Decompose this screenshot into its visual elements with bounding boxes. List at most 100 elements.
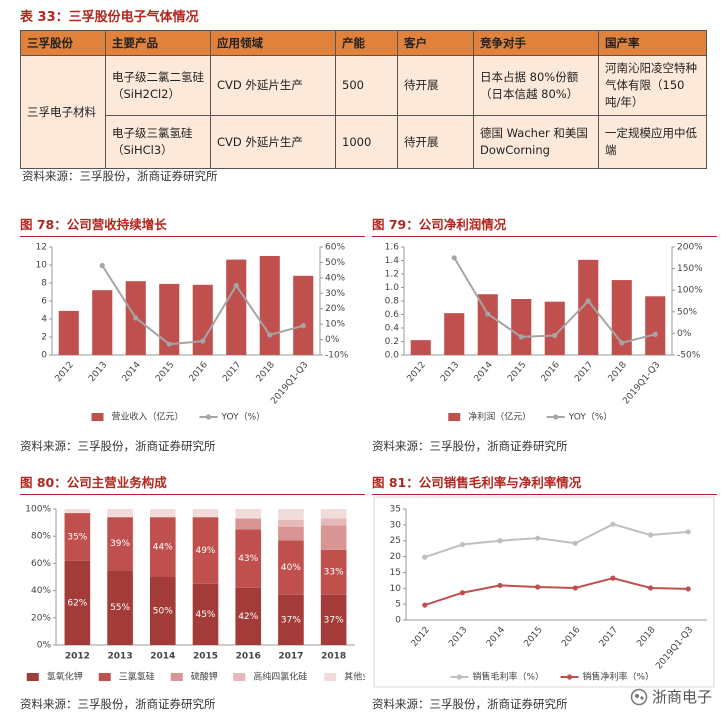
y-tick-label: 0% xyxy=(37,641,52,651)
chart-block: 图 81：公司销售毛利率与净利率情况 0 5 10 15 20 25 30 35 2012 201… xyxy=(372,472,717,712)
y-tick-label: 1.6 xyxy=(385,243,400,253)
legend-swatch xyxy=(170,673,183,681)
x-tick-label: 2016 xyxy=(188,360,211,384)
x-tick-label: 2017 xyxy=(221,360,243,384)
bar-segment xyxy=(320,549,347,595)
y2-tick-label: 50% xyxy=(325,258,345,268)
legend-label: 销售净利率（%） xyxy=(583,671,655,683)
y-tick-label: 20 xyxy=(390,552,402,562)
bar-segment xyxy=(192,583,219,645)
x-tick-label: 2015 xyxy=(193,652,218,662)
bar-segment xyxy=(64,509,91,514)
line-marker xyxy=(497,582,503,589)
bar xyxy=(259,256,280,355)
data-label: 55% xyxy=(110,603,130,613)
data-label: 33% xyxy=(324,568,344,578)
legend-label: YOY（%） xyxy=(568,412,613,423)
chart-block: 图 79：公司净利润情况 0.0 0.2 0.4 0.6 0.8 1.0 1.2 1.4 1.6… xyxy=(372,214,717,454)
y-tick-label: 25 xyxy=(390,536,401,546)
y-tick-label: 12 xyxy=(36,243,47,253)
y2-tick-label: 60% xyxy=(325,243,345,253)
bar-segment xyxy=(320,518,347,526)
header-cell: 三孚股份 xyxy=(20,30,106,56)
chart: 0 2 4 6 8 10 12 -10% 0% 10% 20% 30% 40% 50% 60% 2012 201… xyxy=(36,243,349,423)
bar-segment xyxy=(149,577,176,645)
line-marker xyxy=(485,311,491,317)
cell: 电子级三氯氢硅（SiHCl3） xyxy=(105,115,211,169)
bar-segment xyxy=(235,529,262,588)
line-marker xyxy=(233,282,239,289)
y-tick-label: 100% xyxy=(25,505,51,515)
watermark-text: 浙商电子 xyxy=(651,688,712,706)
bar-segment xyxy=(64,513,91,561)
bar-segment xyxy=(278,526,304,541)
line-marker xyxy=(99,262,105,269)
legend-swatch xyxy=(448,413,461,421)
y-tick-label: 1.4 xyxy=(385,256,400,266)
data-label: 35% xyxy=(67,532,87,542)
header-row: 三孚股份 主要产品 应用领域 产能 客户 竞争对手 国产率 xyxy=(20,30,707,56)
y-tick-label: 10 xyxy=(390,584,402,594)
line-marker xyxy=(552,332,558,339)
data-label: 42% xyxy=(238,612,258,622)
legend-label: YOY（%） xyxy=(221,412,266,423)
legend-swatch xyxy=(98,673,111,681)
x-tick-label: 2017 xyxy=(278,652,303,662)
header-cell: 应用领域 xyxy=(210,30,336,56)
legend-swatch-marker xyxy=(553,414,559,420)
bar-segment xyxy=(278,509,304,520)
header-cell: 国产率 xyxy=(598,30,707,56)
x-tick-label: 2016 xyxy=(560,625,583,649)
x-tick-label: 2012 xyxy=(410,625,432,649)
legend-label: 高纯四氯化硅 xyxy=(253,671,307,683)
y-tick-label: 1.0 xyxy=(385,283,400,293)
x-tick-label: 2016 xyxy=(236,652,261,662)
legend-label: 其他业务 xyxy=(344,671,365,683)
x-tick-label: 2015 xyxy=(523,625,545,649)
line-marker xyxy=(610,575,616,581)
legend-swatch-marker xyxy=(205,414,212,420)
x-tick-label: 2015 xyxy=(154,360,176,384)
bar-segment xyxy=(107,517,133,571)
watermark-icon xyxy=(630,688,648,705)
y-tick-label: 0.4 xyxy=(385,324,400,334)
line-marker xyxy=(619,340,625,346)
line-marker xyxy=(267,332,273,338)
line-marker xyxy=(652,331,658,337)
cell: 三孚电子材料 xyxy=(20,55,106,169)
legend-swatch xyxy=(233,673,246,681)
data-label: 62% xyxy=(67,598,87,608)
bar-segment xyxy=(320,594,347,645)
chart: 0% 20% 40% 60% 80% 100% 2012 2013 2014 2015 2016 20… xyxy=(25,505,380,683)
y-tick-label: 35 xyxy=(390,505,401,515)
x-tick-label: 2012 xyxy=(406,360,428,384)
data-label: 37% xyxy=(281,615,301,625)
watermark: 浙商电子 xyxy=(630,686,712,707)
y-tick-label: 0.0 xyxy=(385,351,400,361)
legend-label: 净利润（亿元） xyxy=(468,411,531,423)
y-tick-label: 10 xyxy=(36,261,48,271)
cell: 1000 xyxy=(335,115,398,169)
row: 三孚电子材料 电子级二氯二氢硅（SiH2Cl2） CVD 外延片生产 500 待… xyxy=(20,55,707,169)
cell: 待开展 xyxy=(397,55,474,116)
table-title: 表 33：三孚股份电子气体情况 xyxy=(20,10,199,25)
bar-segment xyxy=(107,570,133,645)
bar-segment xyxy=(278,540,304,595)
legend-swatch-marker xyxy=(566,674,573,680)
line-marker xyxy=(200,338,206,344)
table: 三孚股份 主要产品 应用领域 产能 客户 竞争对手 国产率 三孚电子材料 电子级… xyxy=(20,30,707,169)
data-label: 50% xyxy=(153,607,173,617)
x-tick-label: 2014 xyxy=(485,625,508,649)
y2-tick-label: -10% xyxy=(325,351,349,361)
x-tick-label: 2013 xyxy=(108,652,133,662)
bar-segment xyxy=(64,560,91,645)
bar xyxy=(410,340,431,355)
y-tick-label: 60% xyxy=(31,559,51,569)
x-tick-label: 2018 xyxy=(321,652,346,662)
y-tick-label: 15 xyxy=(390,568,401,578)
bar-segment xyxy=(278,519,304,527)
x-tick-label: 2014 xyxy=(150,652,175,662)
legend-swatch xyxy=(91,413,104,421)
x-tick-label: 2017 xyxy=(573,360,595,384)
chart-title: 图 79：公司净利润情况 xyxy=(372,214,717,237)
